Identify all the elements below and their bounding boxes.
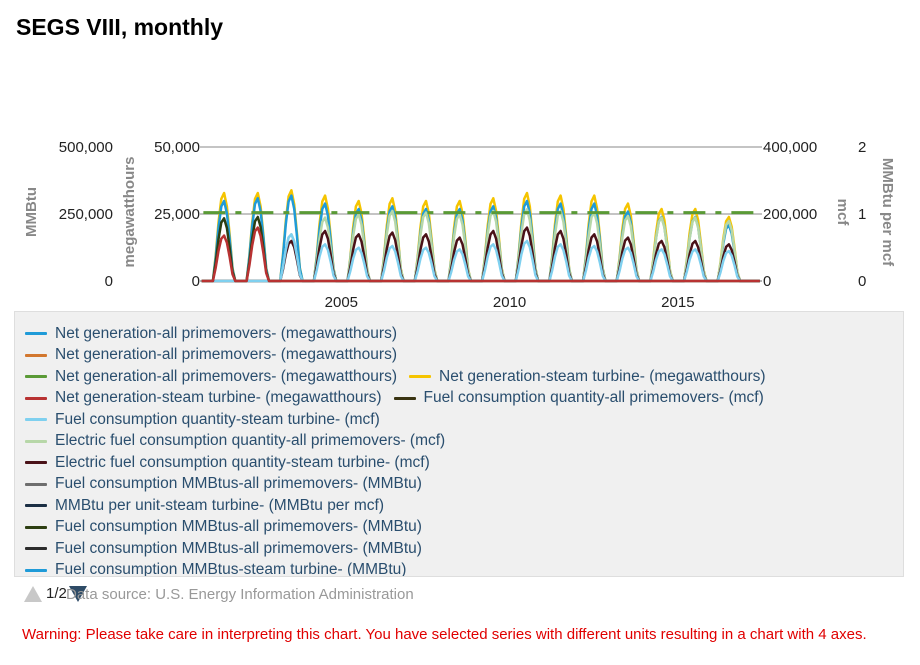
legend-item[interactable]: Net generation-all primemovers- (megawat… xyxy=(25,345,397,365)
legend-row: Net generation-steam turbine- (megawatth… xyxy=(25,387,776,407)
legend-label: Fuel consumption MMBtus-all primemovers-… xyxy=(55,475,422,492)
legend-swatch xyxy=(25,568,47,572)
legend-label: Net generation-all primemovers- (megawat… xyxy=(55,346,397,363)
legend-item[interactable]: MMBtu per unit-steam turbine- (MMBtu per… xyxy=(25,496,384,516)
x-tick: 2005 xyxy=(325,294,358,310)
legend-row: Fuel consumption MMBtus-steam turbine- (… xyxy=(25,559,418,577)
legend-item[interactable]: Fuel consumption MMBtus-all primemovers-… xyxy=(25,539,422,559)
series-line xyxy=(201,226,760,283)
legend-label: Net generation-steam turbine- (megawatth… xyxy=(439,367,766,385)
legend-item[interactable]: Net generation-all primemovers- (megawat… xyxy=(25,367,397,387)
legend-row: Net generation-all primemovers- (megawat… xyxy=(25,365,778,385)
legend-pager: 1/2 xyxy=(24,585,87,602)
legend-item[interactable]: Fuel consumption quantity-steam turbine-… xyxy=(25,410,380,430)
legend-item[interactable]: Fuel consumption quantity-all primemover… xyxy=(393,388,764,408)
legend: Net generation-all primemovers- (megawat… xyxy=(14,311,904,577)
legend-row: Electric fuel consumption quantity-steam… xyxy=(25,451,442,471)
legend-label: Fuel consumption quantity-all primemover… xyxy=(423,389,764,406)
legend-item[interactable]: Electric fuel consumption quantity-steam… xyxy=(25,453,430,473)
legend-label: Electric fuel consumption quantity-all p… xyxy=(55,432,446,449)
legend-label: Fuel consumption quantity-steam turbine-… xyxy=(55,410,380,428)
legend-swatch xyxy=(25,439,47,443)
legend-swatch xyxy=(25,353,47,357)
legend-item[interactable]: Fuel consumption MMBtus-all primemovers-… xyxy=(25,517,422,537)
legend-swatch xyxy=(25,418,47,421)
legend-swatch xyxy=(25,504,47,507)
y-tick-megawatthours: 50,000 xyxy=(154,139,200,156)
legend-swatch xyxy=(25,461,47,464)
legend-item[interactable]: Net generation-all primemovers- (megawat… xyxy=(25,324,397,344)
legend-label: Net generation-steam turbine- (megawatth… xyxy=(55,389,382,406)
legend-item[interactable]: Fuel consumption MMBtus-steam turbine- (… xyxy=(25,560,407,577)
legend-label: Fuel consumption MMBtus-steam turbine- (… xyxy=(55,561,407,577)
y-tick-mmbtu: 0 xyxy=(105,273,113,290)
legend-prev-arrow-icon[interactable] xyxy=(24,585,42,602)
legend-item[interactable]: Fuel consumption MMBtus-all primemovers-… xyxy=(25,474,422,494)
legend-item[interactable]: Electric fuel consumption quantity-all p… xyxy=(25,431,445,451)
y-axis-title-mmbtu-per-mcf: MMBtu per mcf xyxy=(879,158,896,267)
legend-label: Net generation-all primemovers- (megawat… xyxy=(55,367,397,385)
chart-title: SEGS VIII, monthly xyxy=(16,14,224,40)
series-line xyxy=(201,194,760,283)
legend-swatch xyxy=(25,396,47,400)
y-tick-megawatthours: 0 xyxy=(192,273,200,290)
legend-row: MMBtu per unit-steam turbine- (MMBtu per… xyxy=(25,494,396,514)
y-tick-mmbtu-per-mcf: 1 xyxy=(858,206,866,223)
legend-row: Electric fuel consumption quantity-all p… xyxy=(25,430,457,450)
legend-label: Electric fuel consumption quantity-steam… xyxy=(55,453,430,471)
warning-message: Warning: Please take care in interpretin… xyxy=(22,626,867,643)
chart-area: 0 0 0 0 250,000 25,000 200,000 1 500,000 50,000 40… xyxy=(23,139,896,310)
legend-page-indicator: 1/2 xyxy=(46,585,67,602)
legend-swatch xyxy=(393,396,416,400)
legend-label: MMBtu per unit-steam turbine- (MMBtu per… xyxy=(55,496,385,514)
y-tick-mmbtu-per-mcf: 2 xyxy=(858,139,866,156)
legend-row: Fuel consumption MMBtus-all primemovers-… xyxy=(25,473,434,493)
legend-swatch xyxy=(409,375,431,378)
x-tick: 2015 xyxy=(661,294,694,310)
legend-swatch xyxy=(25,525,47,529)
y-tick-mmbtu: 250,000 xyxy=(59,206,113,223)
legend-row: Fuel consumption MMBtus-all primemovers-… xyxy=(25,516,434,536)
legend-label: Fuel consumption MMBtus-all primemovers-… xyxy=(55,518,422,535)
legend-swatch xyxy=(25,547,47,550)
legend-row: Fuel consumption quantity-steam turbine-… xyxy=(25,408,392,428)
legend-item[interactable]: Net generation-steam turbine- (megawatth… xyxy=(25,388,382,408)
legend-label: Net generation-all primemovers- (megawat… xyxy=(55,324,397,342)
x-tick: 2010 xyxy=(493,294,526,310)
y-tick-mcf: 200,000 xyxy=(763,206,817,223)
legend-swatch xyxy=(25,375,47,378)
y-tick-mcf: 0 xyxy=(763,273,771,290)
y-axis-title-mmbtu: MMBtu xyxy=(23,187,40,237)
legend-swatch xyxy=(25,332,47,335)
y-tick-mcf: 400,000 xyxy=(763,139,817,156)
legend-next-arrow-icon[interactable] xyxy=(68,585,87,602)
y-tick-mmbtu-per-mcf: 0 xyxy=(858,273,866,290)
legend-row: Fuel consumption MMBtus-all primemovers-… xyxy=(25,537,434,557)
legend-item[interactable]: Net generation-steam turbine- (megawatth… xyxy=(409,367,766,387)
legend-label: Fuel consumption MMBtus-all primemovers-… xyxy=(55,539,422,557)
legend-swatch xyxy=(25,482,47,486)
y-tick-mmbtu: 500,000 xyxy=(59,139,113,156)
y-axis-title-mcf: mcf xyxy=(834,199,851,227)
y-tick-megawatthours: 25,000 xyxy=(154,206,200,223)
legend-row: Net generation-all primemovers- (megawat… xyxy=(25,322,409,342)
y-axis-title-megawatthours: megawatthours xyxy=(121,157,138,268)
data-source: Data source: U.S. Energy Information Adm… xyxy=(66,586,414,603)
legend-row: Net generation-all primemovers- (megawat… xyxy=(25,344,409,364)
